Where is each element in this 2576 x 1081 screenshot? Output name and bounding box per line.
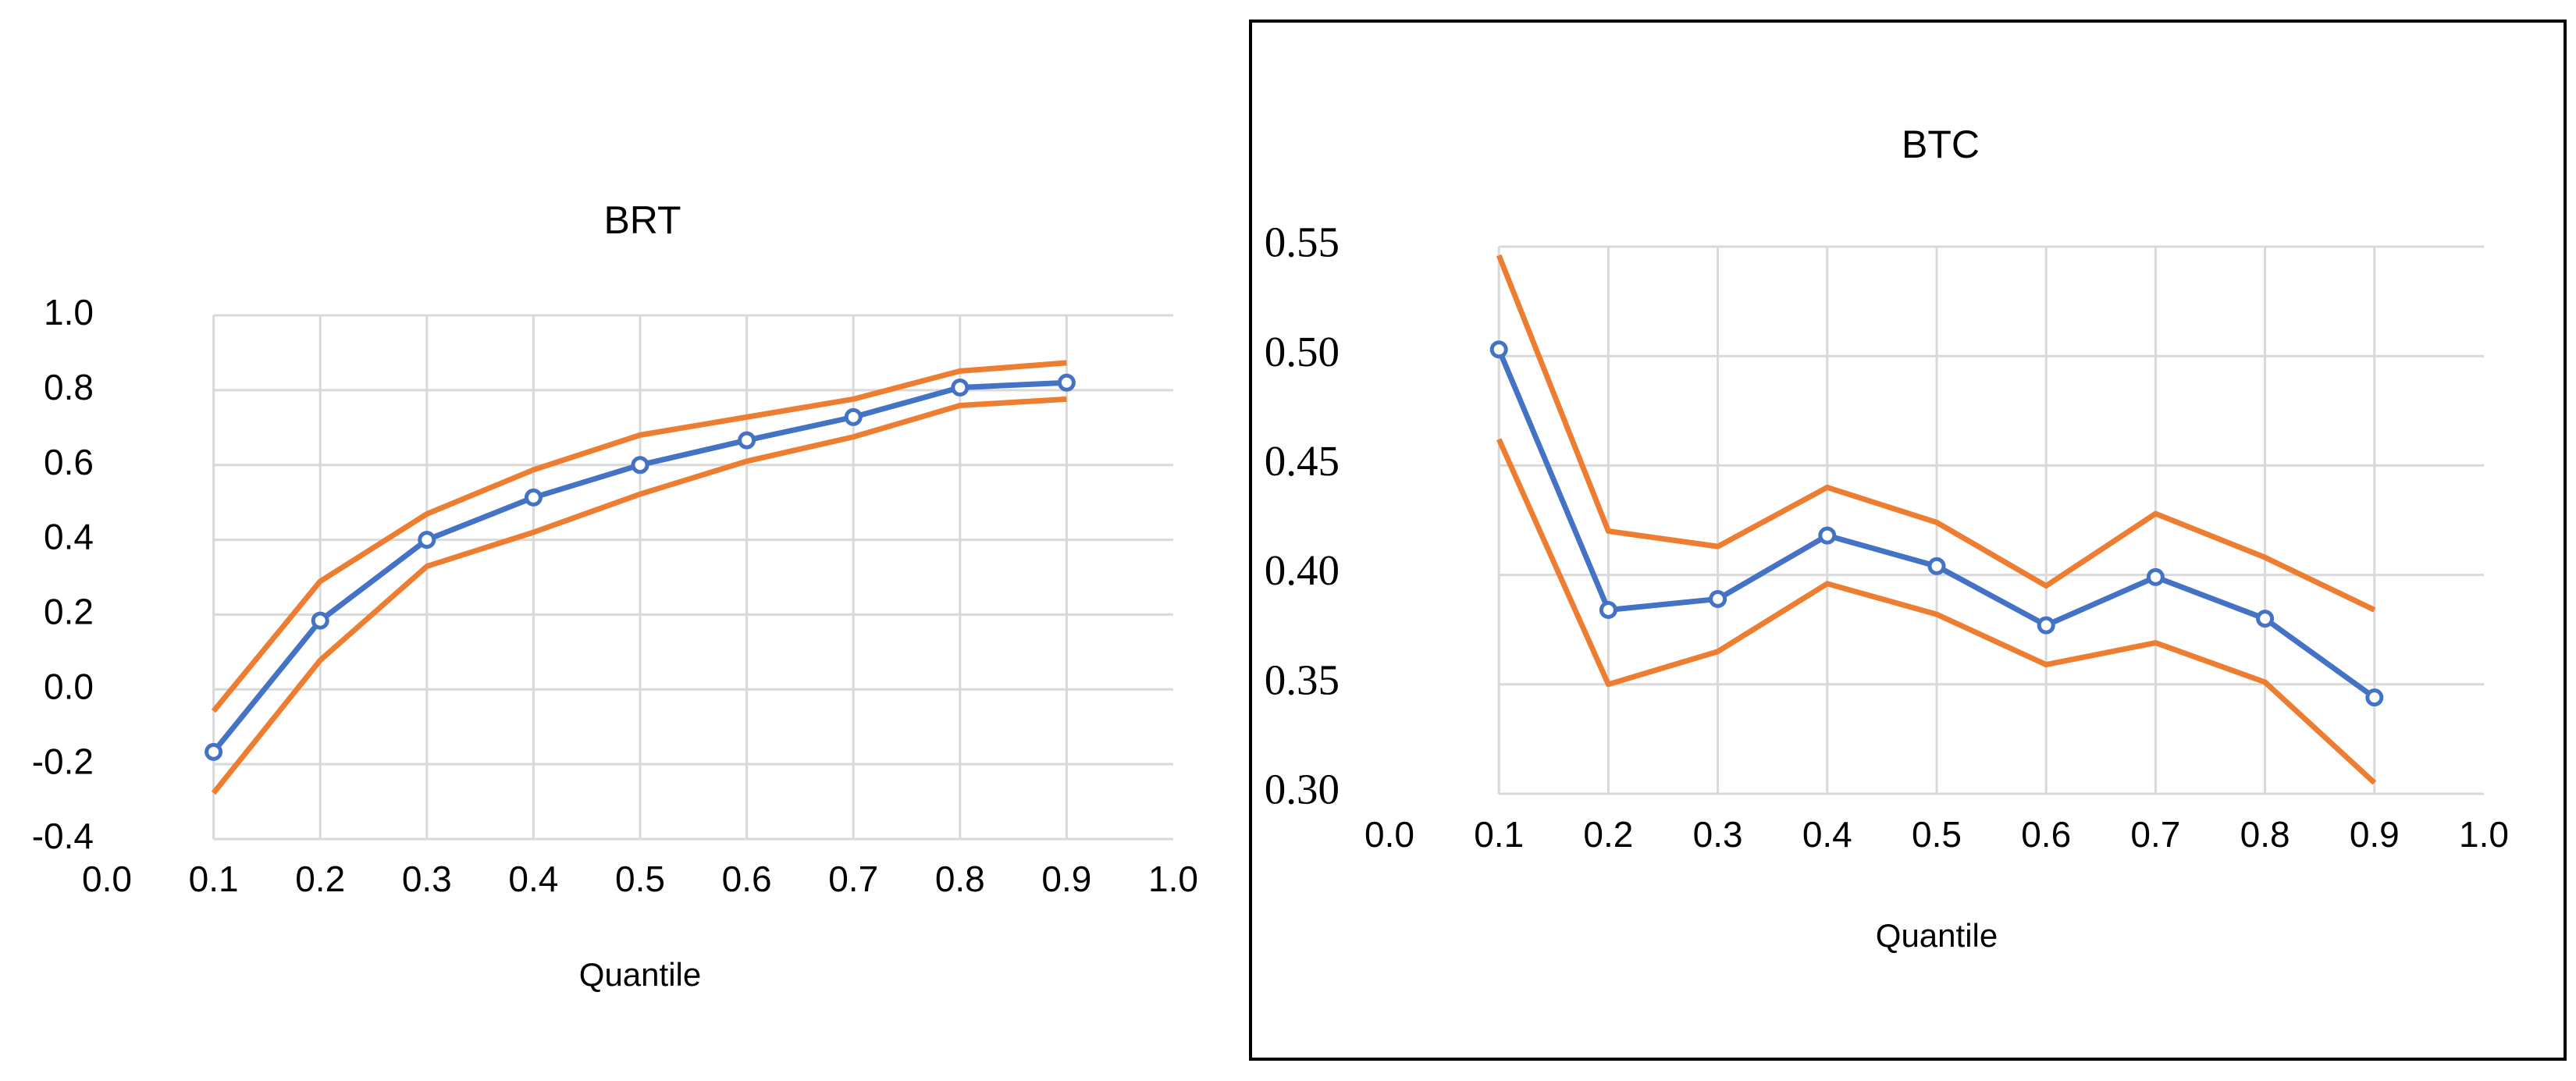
x-tick-label: 0.4 (1802, 814, 1852, 855)
x-tick-label: 0.9 (1041, 859, 1091, 899)
y-tick-label: 0.50 (1265, 328, 1340, 375)
marker (1709, 589, 1727, 608)
x-tick-label: 0.3 (1693, 814, 1743, 855)
x-tick-label: 0.5 (615, 859, 665, 899)
marker (951, 379, 970, 397)
x-tick-label: 0.0 (1364, 814, 1414, 855)
series-line (211, 360, 1067, 713)
marker (1057, 373, 1076, 392)
y-tick-label: 0.8 (44, 367, 94, 407)
x-tick-label: 0.4 (508, 859, 558, 899)
x-tick-label: 1.0 (1148, 859, 1198, 899)
x-tick-label: 0.0 (82, 859, 132, 899)
y-tick-label: 0.6 (44, 442, 94, 482)
marker (738, 431, 756, 450)
chart-frame (1249, 20, 2567, 1061)
series-line (211, 396, 1067, 795)
marker (2256, 610, 2275, 628)
series-line (1496, 438, 2377, 785)
marker (844, 407, 863, 426)
x-tick-label: 0.9 (2350, 814, 2400, 855)
chart-title: BRT (603, 198, 681, 242)
marker (205, 742, 223, 761)
marker (1818, 526, 1837, 545)
marker (1489, 340, 1508, 359)
y-tick-label: 0.0 (44, 666, 94, 706)
x-tick-label: 0.2 (1583, 814, 1633, 855)
x-tick-label: 0.7 (2130, 814, 2180, 855)
y-tick-label: 0.4 (44, 517, 94, 557)
x-axis-title: Quantile (579, 956, 701, 993)
marker (631, 456, 649, 475)
x-tick-label: 0.2 (295, 859, 345, 899)
y-tick-label: -0.2 (32, 741, 94, 781)
marker (1599, 600, 1617, 619)
y-tick-label: 0.2 (44, 592, 94, 632)
x-tick-label: 0.3 (402, 859, 452, 899)
x-tick-label: 0.6 (2021, 814, 2071, 855)
y-tick-label: 0.45 (1265, 437, 1340, 485)
x-tick-label: 0.8 (935, 859, 985, 899)
marker (418, 531, 436, 549)
marker (2037, 616, 2055, 635)
y-tick-label: 1.0 (44, 292, 94, 332)
y-tick-label: 0.35 (1265, 656, 1340, 703)
marker (1927, 557, 1946, 575)
marker (2146, 567, 2165, 586)
x-axis-title: Quantile (1876, 917, 1998, 954)
y-tick-label: 0.55 (1265, 219, 1340, 266)
x-tick-label: 1.0 (2459, 814, 2509, 855)
y-tick-label: 0.30 (1265, 766, 1340, 813)
x-tick-label: 0.7 (828, 859, 878, 899)
marker (524, 488, 543, 507)
x-tick-label: 0.1 (189, 859, 239, 899)
chart-title: BTC (1902, 123, 1980, 166)
marker (311, 611, 329, 630)
marker (2365, 688, 2384, 707)
x-tick-label: 0.8 (2240, 814, 2290, 855)
x-tick-label: 0.6 (722, 859, 772, 899)
series-line (1496, 254, 2376, 613)
y-tick-label: -0.4 (32, 816, 94, 856)
x-tick-label: 0.1 (1474, 814, 1524, 855)
y-tick-label: 0.40 (1265, 546, 1340, 594)
x-tick-label: 0.5 (1912, 814, 1962, 855)
